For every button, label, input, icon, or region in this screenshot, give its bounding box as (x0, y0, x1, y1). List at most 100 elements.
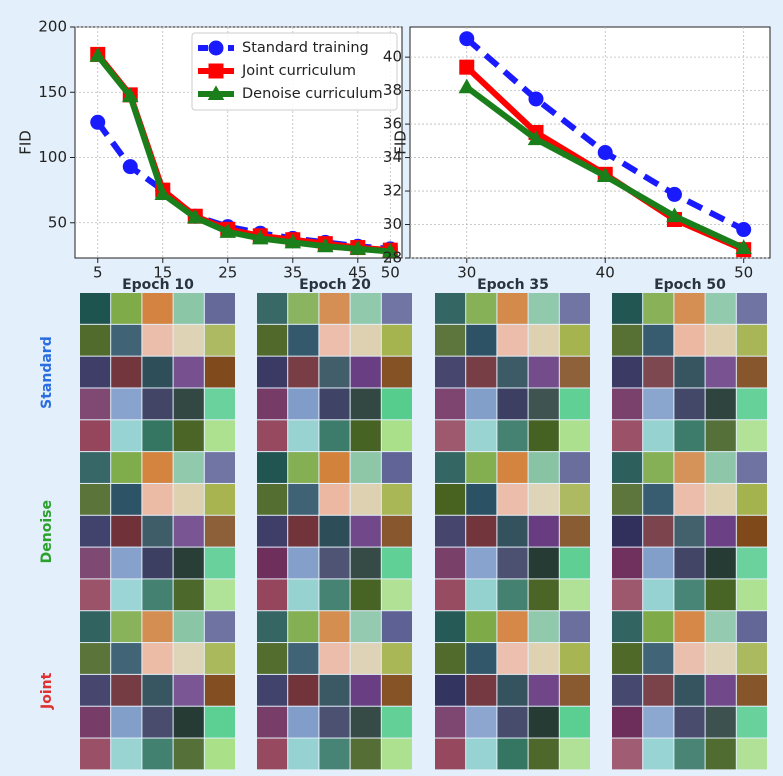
sample-image (435, 707, 465, 738)
sample-image (205, 516, 235, 547)
legend-label: Joint curriculum (241, 63, 356, 79)
sample-image (706, 516, 736, 547)
sample-image (142, 293, 172, 324)
marker (123, 159, 138, 174)
sample-image (706, 611, 736, 642)
sample-image (142, 452, 172, 483)
sample-image (111, 484, 141, 515)
sample-image (205, 357, 235, 388)
sample-image (142, 579, 172, 610)
sample-image (529, 675, 559, 706)
sample-image (111, 675, 141, 706)
sample-image (466, 548, 496, 579)
sample-image (174, 484, 204, 515)
sample-image (529, 388, 559, 419)
sample-image (643, 452, 673, 483)
sample-image (80, 707, 110, 738)
sample-image (174, 388, 204, 419)
sample-image (674, 325, 704, 356)
sample-image (174, 293, 204, 324)
sample-image (497, 484, 527, 515)
sample-image (612, 516, 642, 547)
sample-image (466, 388, 496, 419)
sample-image (351, 516, 381, 547)
sample-image (529, 548, 559, 579)
sample-image (466, 420, 496, 451)
sample-image (435, 484, 465, 515)
sample-image (674, 484, 704, 515)
sample-image (351, 739, 381, 770)
y-tick-label: 28 (383, 249, 402, 267)
y-axis-label: FID (392, 130, 410, 155)
sample-image (382, 388, 412, 419)
y-tick-label: 150 (38, 83, 67, 101)
sample-image (737, 643, 767, 674)
sample-image (497, 579, 527, 610)
sample-image (612, 611, 642, 642)
sample-image (382, 420, 412, 451)
sample-image (382, 293, 412, 324)
sample-image (560, 484, 590, 515)
sample-image (351, 357, 381, 388)
sample-image (111, 548, 141, 579)
x-tick-label: 5 (93, 264, 103, 282)
marker (598, 145, 613, 160)
sample-image (257, 420, 287, 451)
sample-image (466, 484, 496, 515)
sample-image (205, 420, 235, 451)
sample-image (674, 579, 704, 610)
sample-image (435, 516, 465, 547)
sample-image (382, 579, 412, 610)
sample-image (142, 548, 172, 579)
y-tick-label: 38 (383, 81, 402, 99)
sample-image (674, 643, 704, 674)
sample-image (529, 643, 559, 674)
sample-image (435, 675, 465, 706)
sample-image (560, 388, 590, 419)
sample-image (435, 579, 465, 610)
sample-image (142, 707, 172, 738)
sample-image (674, 675, 704, 706)
sample-image (560, 548, 590, 579)
sample-image (674, 357, 704, 388)
sample-image (560, 420, 590, 451)
sample-image (435, 293, 465, 324)
sample-image (382, 675, 412, 706)
sample-image (497, 516, 527, 547)
sample-image (435, 548, 465, 579)
sample-image (257, 293, 287, 324)
sample-image (174, 516, 204, 547)
sample-image (612, 643, 642, 674)
sample-image (382, 516, 412, 547)
sample-image (643, 579, 673, 610)
sample-image (706, 579, 736, 610)
sample-image (205, 739, 235, 770)
sample-image (497, 548, 527, 579)
legend-label: Standard training (242, 40, 369, 56)
sample-image (174, 325, 204, 356)
marker (209, 64, 224, 79)
sample-image (257, 484, 287, 515)
sample-image (111, 357, 141, 388)
sample-image (435, 388, 465, 419)
row-label: Denoise (39, 500, 55, 563)
sample-image (351, 707, 381, 738)
sample-image (497, 388, 527, 419)
sample-image (142, 516, 172, 547)
sample-image (288, 611, 318, 642)
sample-image (643, 484, 673, 515)
sample-image (612, 452, 642, 483)
sample-image (174, 548, 204, 579)
row-label: Standard (39, 336, 55, 409)
y-tick-label: 100 (38, 148, 67, 166)
sample-image (435, 643, 465, 674)
sample-image (706, 643, 736, 674)
sample-image (111, 643, 141, 674)
y-tick-label: 32 (383, 182, 402, 200)
sample-image (706, 548, 736, 579)
x-tick-label: 50 (734, 264, 753, 282)
sample-image (174, 611, 204, 642)
sample-image (435, 452, 465, 483)
sample-image (612, 388, 642, 419)
sample-image (529, 420, 559, 451)
